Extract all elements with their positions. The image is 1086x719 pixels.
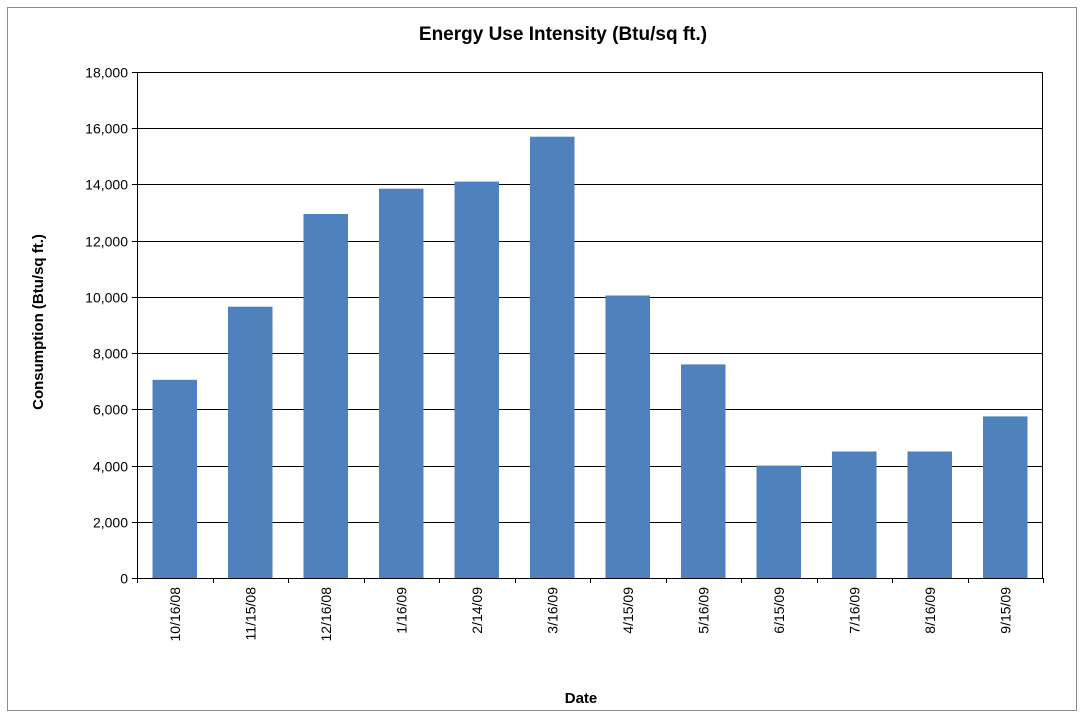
y-tick-label: 14,000 bbox=[85, 177, 128, 193]
chart-title: Energy Use Intensity (Btu/sq ft.) bbox=[419, 24, 707, 45]
x-tick-label: 7/16/09 bbox=[846, 587, 862, 634]
x-tick-label: 4/15/09 bbox=[620, 587, 636, 634]
bar bbox=[605, 295, 650, 578]
x-tick-label: 11/15/08 bbox=[242, 587, 258, 641]
x-tick-labels: 10/16/08 11/15/08 12/16/08 1/16/09 2/14/09 3/… bbox=[167, 587, 1013, 642]
bar bbox=[152, 379, 197, 578]
bar bbox=[756, 465, 801, 578]
y-tick-label: 6,000 bbox=[93, 402, 128, 418]
bar bbox=[228, 306, 273, 578]
x-tick-label: 10/16/08 bbox=[167, 587, 183, 642]
x-tick-label: 8/16/09 bbox=[922, 587, 938, 634]
bar bbox=[303, 214, 348, 578]
bars bbox=[152, 136, 1028, 578]
x-axis-title: Date bbox=[565, 690, 598, 707]
y-tick-label: 2,000 bbox=[93, 515, 128, 531]
y-tick-label: 0 bbox=[120, 571, 128, 587]
gridlines bbox=[132, 72, 1043, 579]
axes bbox=[137, 72, 1044, 583]
x-tick-label: 2/14/09 bbox=[469, 587, 485, 634]
bar bbox=[379, 188, 424, 578]
x-tick-label: 5/16/09 bbox=[695, 587, 711, 634]
x-tick-label: 1/16/09 bbox=[393, 587, 409, 634]
y-tick-labels: 0 2,000 4,000 6,000 8,000 10,000 12,000 14,000 1… bbox=[85, 65, 128, 587]
bar bbox=[530, 136, 575, 578]
y-tick-label: 18,000 bbox=[85, 65, 128, 81]
y-axis-title: Consumption (Btu/sq ft.) bbox=[30, 234, 47, 410]
y-tick-label: 4,000 bbox=[93, 459, 128, 475]
y-tick-label: 8,000 bbox=[93, 346, 128, 362]
bar bbox=[454, 181, 499, 578]
bar bbox=[832, 451, 877, 578]
x-tick-label: 9/15/09 bbox=[997, 587, 1013, 634]
y-tick-label: 12,000 bbox=[85, 234, 128, 250]
x-tick-label: 12/16/08 bbox=[318, 587, 334, 642]
y-tick-label: 10,000 bbox=[85, 290, 128, 306]
x-tick-label: 6/15/09 bbox=[771, 587, 787, 634]
bar bbox=[681, 364, 726, 578]
bar bbox=[983, 416, 1028, 578]
bar bbox=[907, 451, 952, 578]
y-tick-label: 16,000 bbox=[85, 121, 128, 137]
x-tick-label: 3/16/09 bbox=[544, 587, 560, 634]
